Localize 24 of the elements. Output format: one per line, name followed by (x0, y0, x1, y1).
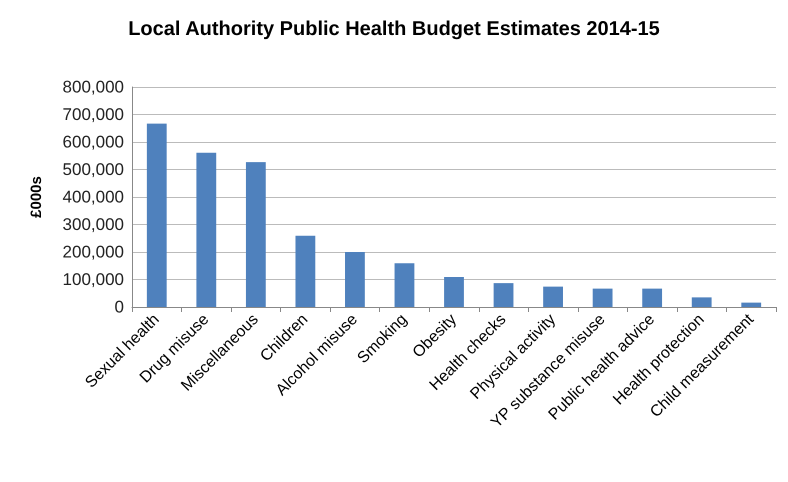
y-axis-title: £000s (28, 176, 45, 218)
bar (592, 288, 613, 307)
bar (543, 286, 563, 307)
y-tick-label: 600,000 (62, 132, 124, 152)
bar (196, 152, 216, 307)
y-tick-label: 500,000 (62, 160, 124, 179)
y-tick-label: 700,000 (62, 105, 124, 124)
bar (741, 302, 762, 307)
bar (394, 263, 414, 307)
bar (146, 124, 167, 307)
y-tick-label: 400,000 (62, 188, 124, 206)
y-tick-label: 100,000 (62, 270, 124, 289)
y-tick-label: 0 (114, 298, 124, 316)
bar (494, 283, 514, 307)
bar (246, 162, 266, 307)
bar (642, 288, 662, 307)
bar (345, 252, 365, 307)
y-tick-label: 300,000 (62, 215, 124, 234)
y-tick-label: 800,000 (62, 78, 124, 96)
bar (444, 277, 464, 307)
y-tick-label: 200,000 (62, 242, 124, 262)
bar (692, 297, 712, 307)
chart-title: Local Authority Public Health Budget Estimates 2014-15 (128, 18, 660, 40)
bar (295, 236, 316, 307)
